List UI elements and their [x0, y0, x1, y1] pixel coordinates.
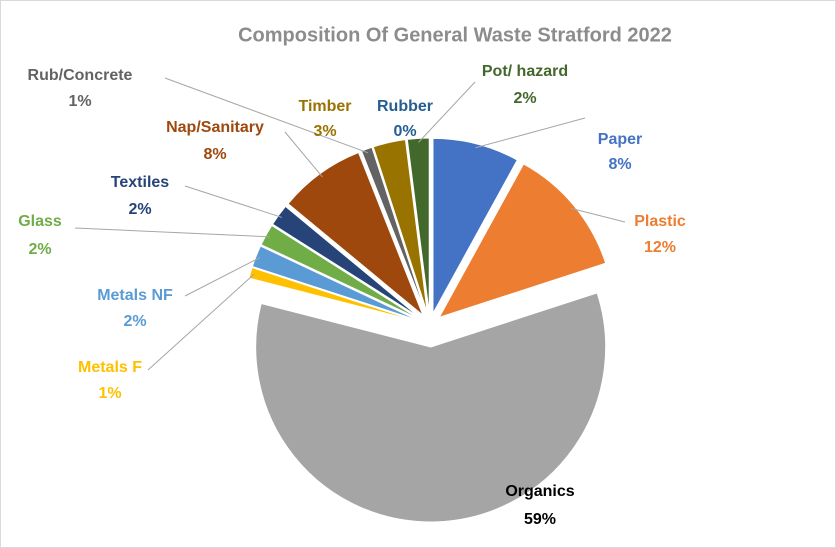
leader-line [164, 77, 369, 154]
slice-label: Organics [505, 483, 574, 500]
slice-value-label: 2% [128, 201, 151, 218]
slice-value-label: 3% [313, 123, 336, 140]
pie-slice [438, 163, 607, 319]
pie-slice [406, 137, 430, 314]
slice-value-label: 2% [513, 90, 536, 107]
slice-value-label: 1% [98, 385, 121, 402]
slice-label: Plastic [634, 213, 686, 230]
chart-title: Composition Of General Waste Stratford 2… [238, 24, 672, 46]
slice-label: Pot/ hazard [482, 63, 568, 80]
leader-line [284, 131, 323, 178]
pie-slice [432, 137, 518, 314]
slice-value-label: 8% [203, 146, 226, 163]
leader-line [147, 273, 255, 371]
slice-value-label: 1% [68, 93, 91, 110]
slice-label: Paper [598, 131, 642, 148]
leader-line [418, 81, 476, 143]
slice-label: Textiles [111, 174, 170, 191]
pie-slice [251, 245, 420, 322]
pie-slice [260, 224, 420, 320]
slice-value-label: 2% [28, 241, 51, 258]
slice-label: Rubber [377, 98, 433, 115]
pie-slice [360, 146, 427, 314]
slice-label: Metals NF [97, 287, 173, 304]
slice-label: Glass [18, 213, 62, 230]
pie-slice [271, 205, 421, 319]
leader-line [184, 185, 283, 218]
slice-label: Nap/Sanitary [166, 119, 264, 136]
leader-line [475, 117, 586, 149]
slice-value-label: 2% [123, 313, 146, 330]
slice-label: Timber [298, 98, 351, 115]
slice-label: Rub/Concrete [28, 67, 133, 84]
slice-value-label: 59% [524, 511, 556, 528]
slice-value-label: 12% [644, 239, 676, 256]
slice-value-label: 0% [393, 123, 416, 140]
pie-slice [406, 139, 429, 314]
leader-line [74, 227, 270, 238]
leader-line [570, 207, 626, 223]
pie-slice [255, 292, 607, 523]
slice-value-label: 8% [608, 156, 631, 173]
slice-label: Metals F [78, 359, 142, 376]
leader-line [184, 257, 261, 297]
pie-slice [372, 139, 428, 314]
